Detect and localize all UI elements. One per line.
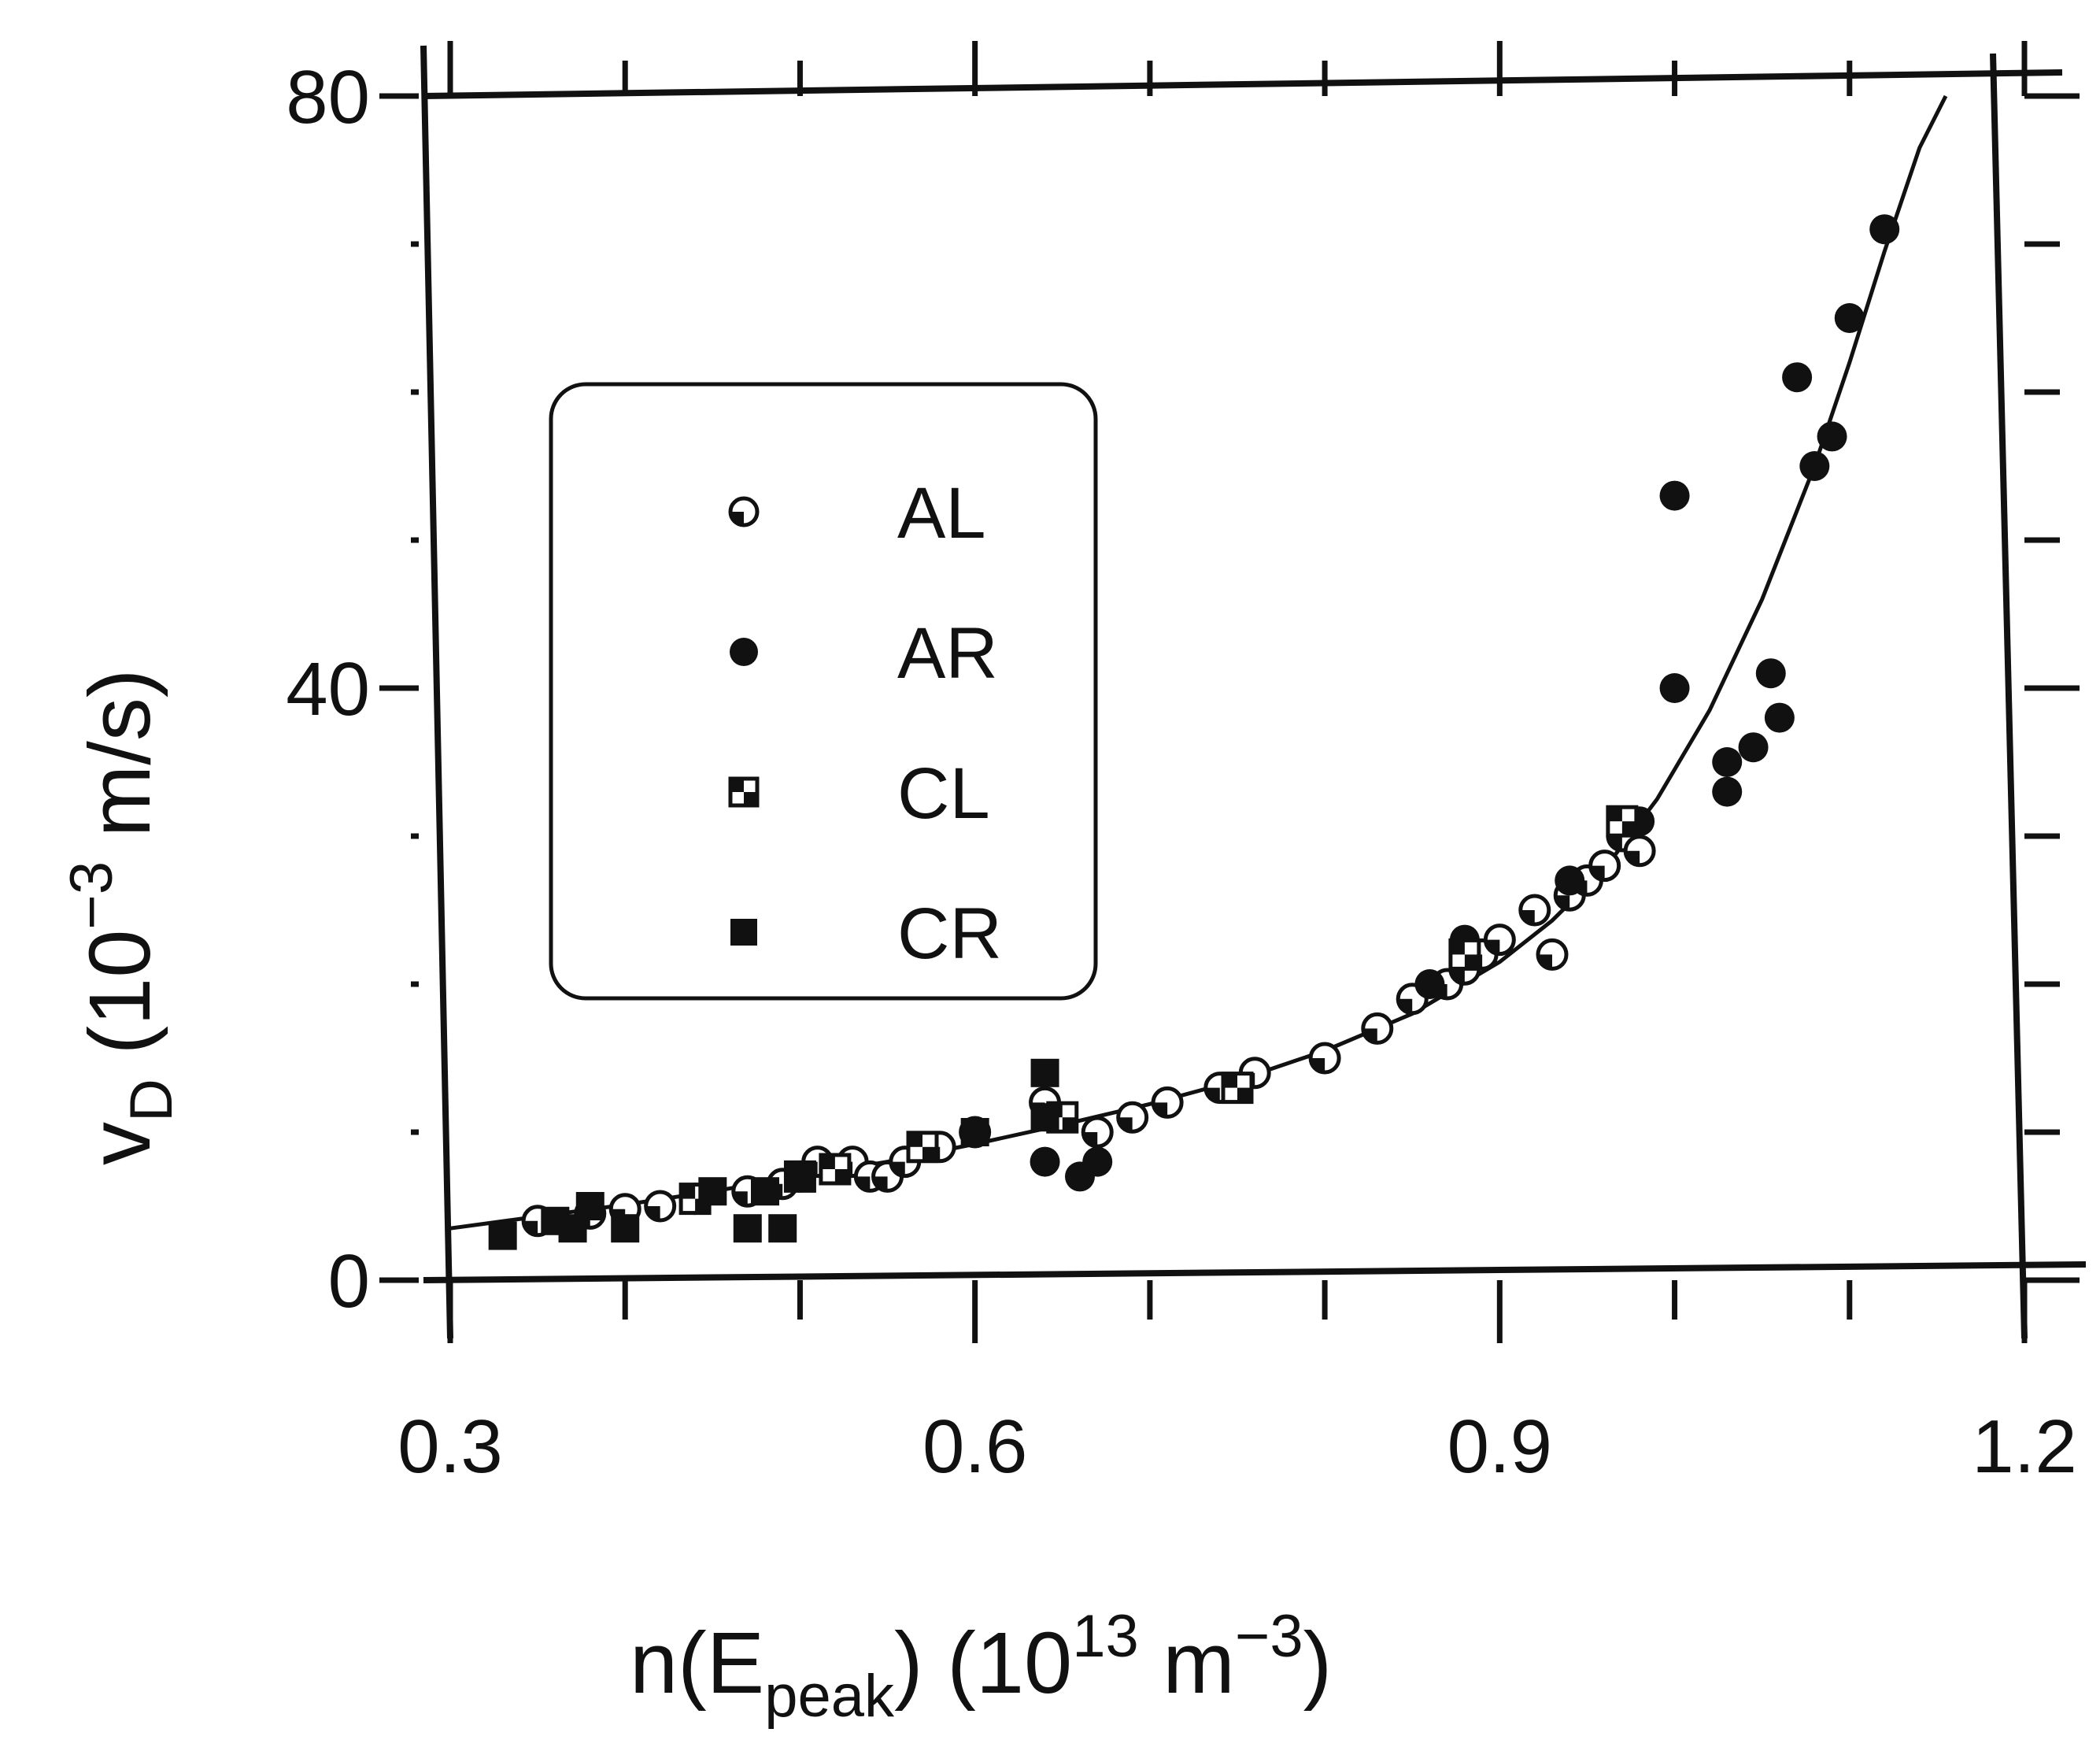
frame-right <box>1990 53 2028 1339</box>
data-point-cr <box>751 1177 779 1206</box>
data-point-ar <box>1659 673 1690 703</box>
data-point-cl <box>1448 938 1481 971</box>
data-point-al <box>1361 1012 1394 1045</box>
y-title-open: (10 <box>72 930 168 1079</box>
legend-label-cr: CR <box>897 894 1002 974</box>
data-point-al <box>1518 894 1551 927</box>
data-point-ar <box>1869 214 1900 245</box>
data-point-cl <box>819 1153 852 1186</box>
x-title-close: ) <box>1303 1615 1333 1712</box>
data-point-ar <box>1659 480 1690 511</box>
data-point-al <box>1536 938 1569 971</box>
data-point-cl <box>906 1131 939 1164</box>
data-point-ar <box>1799 451 1830 481</box>
data-point-al <box>1308 1042 1341 1075</box>
y-axis-title: vD (10−3 m/s) <box>58 669 185 1165</box>
frame-left <box>420 45 453 1339</box>
frame-bottom <box>423 1261 2087 1283</box>
x-tick-label: 0.6 <box>922 1405 1027 1489</box>
data-point-cr <box>488 1221 517 1250</box>
data-point-cr <box>960 1118 989 1146</box>
y-tick-label: 0 <box>328 1239 370 1323</box>
data-point-ar <box>1817 421 1847 452</box>
data-point-al <box>1151 1086 1184 1119</box>
y-tick-label: 40 <box>286 647 370 731</box>
x-tick-label: 0.3 <box>397 1405 502 1489</box>
data-point-ar <box>1712 776 1743 807</box>
legend-label-cl: CL <box>897 753 990 834</box>
data-point-al <box>1483 924 1516 957</box>
fit-curve <box>449 94 1948 1231</box>
data-point-ar <box>1834 303 1865 333</box>
tick-labels: 0.3 0.6 0.9 1.2 0 40 80 <box>286 55 2077 1489</box>
legend-label-al: AL <box>897 473 986 553</box>
x-title-subscript: peak <box>764 1663 895 1730</box>
legend: AL AR CL CR <box>549 382 1098 1001</box>
data-point-ar <box>1555 865 1585 896</box>
data-markers <box>488 214 1900 1250</box>
legend-marker-al <box>728 496 760 527</box>
data-point-cr <box>611 1214 640 1243</box>
ticks <box>379 41 2080 1343</box>
data-point-ar <box>1414 969 1445 999</box>
data-point-al <box>1116 1101 1149 1134</box>
data-point-al <box>1588 850 1621 883</box>
y-title-superscript: −3 <box>58 861 125 930</box>
plot-frame <box>420 45 2087 1339</box>
data-point-cl <box>1221 1072 1254 1105</box>
data-point-ar <box>1755 658 1786 689</box>
y-title-symbol: v <box>72 1122 168 1165</box>
data-point-cr <box>698 1177 727 1206</box>
data-point-cr <box>575 1192 604 1220</box>
legend-label-ar: AR <box>897 613 998 694</box>
data-point-cl <box>1606 805 1639 838</box>
x-title-pre: n(E <box>630 1615 764 1712</box>
data-point-al <box>1081 1116 1114 1149</box>
legend-box <box>549 382 1098 1001</box>
data-point-cr <box>1030 1103 1059 1132</box>
data-point-ar <box>1082 1146 1113 1177</box>
data-point-cr <box>733 1214 762 1243</box>
data-point-ar <box>1712 747 1743 777</box>
x-title-superscript-13: 13 <box>1072 1603 1139 1670</box>
x-title-superscript-3: −3 <box>1235 1603 1303 1670</box>
x-tick-label: 1.2 <box>1972 1405 2076 1489</box>
legend-marker-ar <box>730 638 758 666</box>
data-point-cr <box>786 1162 815 1191</box>
data-point-ar <box>1782 362 1813 393</box>
frame-top <box>423 69 2063 99</box>
data-point-ar <box>1764 702 1795 733</box>
data-point-cr <box>1030 1058 1059 1087</box>
data-point-al <box>644 1190 677 1223</box>
x-axis-title: n(Epeak) (1013 m−3) <box>630 1603 1332 1730</box>
y-title-subscript: D <box>118 1079 185 1122</box>
x-title-m: m <box>1139 1615 1235 1712</box>
legend-marker-cr <box>730 919 757 946</box>
data-point-ar <box>1030 1146 1060 1177</box>
legend-marker-cl <box>728 776 760 808</box>
data-point-cr <box>768 1214 797 1243</box>
x-title-mid: ) (10 <box>894 1615 1072 1712</box>
y-tick-label: 80 <box>286 55 370 139</box>
x-tick-label: 0.9 <box>1447 1405 1552 1489</box>
legend-items: AL AR CL CR <box>728 473 1002 974</box>
y-title-unit: m/s) <box>72 669 168 861</box>
data-point-ar <box>1738 732 1769 763</box>
data-point-al <box>1623 835 1656 868</box>
